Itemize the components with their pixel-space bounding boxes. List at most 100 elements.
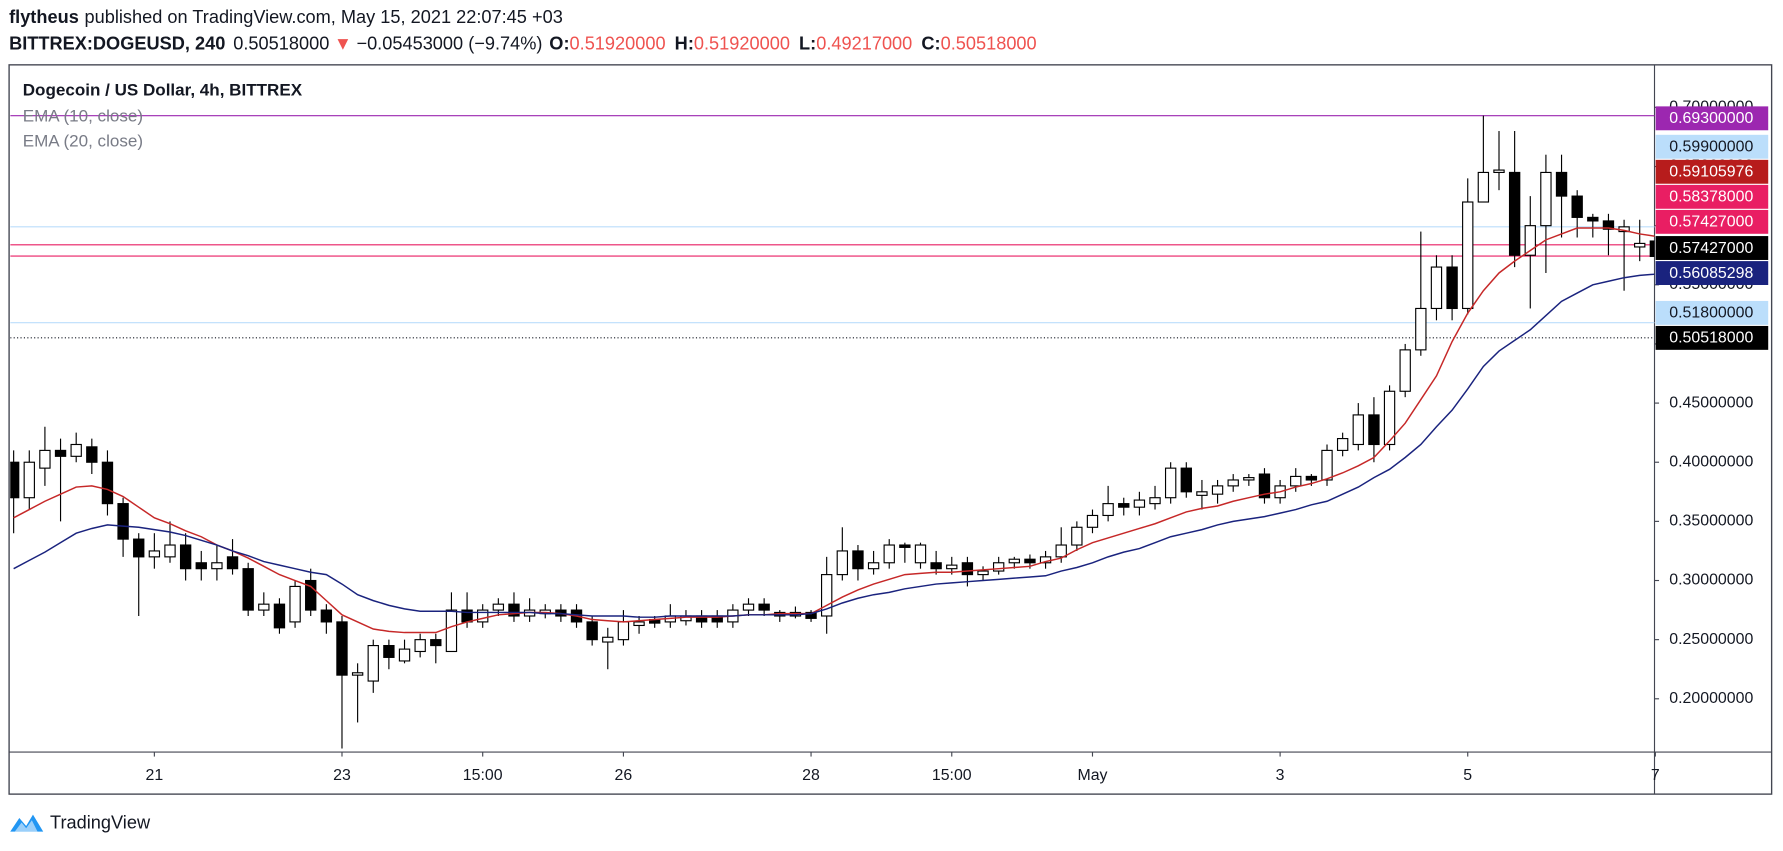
tradingview-logo	[10, 814, 44, 832]
candle-body	[867, 562, 880, 570]
price-tag	[1655, 134, 1769, 159]
candle-body	[1118, 503, 1130, 508]
candle-body	[242, 568, 254, 611]
ohlc-value: 0.49217000	[816, 33, 912, 53]
candle-body	[383, 644, 395, 658]
price-tag-label: 0.51800000	[1669, 305, 1753, 322]
x-tick-label: 15:00	[463, 767, 503, 784]
candle-body	[1415, 307, 1427, 351]
price-tag-label: 0.58378000	[1669, 189, 1753, 206]
price-tag	[1655, 325, 1769, 350]
candle-body	[930, 562, 942, 570]
candle-body	[805, 611, 817, 619]
price-tag	[1655, 300, 1769, 325]
candle-body	[977, 570, 989, 576]
candle-body	[1336, 438, 1349, 451]
x-tick-label: 23	[333, 767, 351, 784]
candle-body	[758, 603, 770, 611]
candle-body	[1508, 171, 1521, 256]
candle-body	[1243, 477, 1255, 481]
x-tick-label: 3	[1276, 767, 1285, 784]
plot-area	[10, 115, 1655, 749]
candle-body	[1321, 449, 1333, 481]
ohlc-key: H:	[675, 33, 694, 53]
candle-body	[258, 603, 270, 611]
ohlc-key: C:	[921, 33, 940, 53]
price-tag-label: 0.56085298	[1669, 265, 1753, 282]
candle-body	[1477, 171, 1490, 203]
candle-body	[1524, 225, 1536, 256]
candle-body	[899, 544, 911, 548]
candle-body	[1008, 558, 1020, 564]
candle-body	[1540, 171, 1552, 227]
candle-body	[633, 621, 645, 627]
price-tag-label: 0.59105976	[1669, 164, 1753, 181]
candle-body	[883, 544, 895, 564]
candle-body	[1383, 390, 1396, 446]
ema-line	[13, 227, 1655, 634]
candle-body	[1305, 475, 1318, 481]
symbol: BITTREX:DOGEUSD, 240	[9, 33, 225, 53]
candle-body	[133, 538, 145, 558]
ohlc-value: 0.51920000	[570, 33, 666, 53]
candle-body	[23, 461, 35, 499]
price-tag-label: 0.57427000	[1669, 240, 1753, 257]
candle-body	[1368, 414, 1380, 446]
candle-body	[273, 603, 286, 629]
ohlc-value: 0.51920000	[694, 33, 790, 53]
candle-body	[1180, 467, 1192, 493]
legend-title: Dogecoin / US Dollar, 4h, BITTREX	[23, 81, 303, 100]
candle-body	[289, 585, 301, 623]
candle-body	[336, 621, 348, 676]
candle-body	[70, 443, 82, 457]
x-tick-label: 26	[615, 767, 633, 784]
x-tick-label: 5	[1463, 767, 1472, 784]
candle-body	[414, 639, 426, 653]
y-tick-label: 0.30000000	[1669, 572, 1753, 589]
candle-body	[1211, 485, 1224, 495]
candle-body	[39, 449, 51, 469]
price-tag	[1655, 106, 1769, 131]
candle-body	[1446, 266, 1458, 310]
published: published on TradingView.com, May 15, 20…	[84, 7, 562, 27]
candle-body	[445, 609, 458, 653]
legend-ema20: EMA (20, close)	[23, 132, 143, 151]
candle-body	[992, 562, 1005, 572]
candle-body	[836, 550, 849, 576]
symbol-line: BITTREX:DOGEUSD, 240 0.50518000 ▼ −0.054530…	[9, 33, 1037, 53]
candle-body	[602, 636, 614, 643]
candle-body	[1649, 240, 1655, 257]
price-tag-label: 0.59900000	[1669, 139, 1753, 156]
candle-body	[10, 461, 20, 499]
author: flytheus	[9, 7, 79, 27]
axes: 0.20000000 0.25000000 0.30000000 0.35000000…	[146, 99, 1769, 784]
candle-body	[852, 550, 864, 570]
candle-body	[367, 644, 379, 682]
candle-body	[117, 503, 129, 540]
candle-body	[1024, 558, 1036, 564]
candle-body	[1102, 503, 1114, 517]
candle-body	[492, 603, 505, 611]
candle-body	[1133, 499, 1146, 508]
candle-body	[179, 544, 192, 570]
candle-body	[1227, 479, 1239, 487]
candle-body	[1634, 242, 1646, 248]
candle-body	[1399, 349, 1411, 392]
x-tick-label: 21	[146, 767, 164, 784]
ohlc-value: 0.50518000	[941, 33, 1037, 53]
candle-body	[226, 556, 239, 570]
candle-body	[398, 648, 411, 662]
legend-ema10: EMA (10, close)	[23, 107, 143, 126]
candle-body	[477, 609, 489, 623]
candle-body	[1196, 491, 1208, 496]
candle-body	[148, 550, 161, 558]
price-tag	[1655, 236, 1769, 260]
candle-body	[320, 609, 333, 623]
candle-body	[1602, 220, 1615, 230]
candle-body	[586, 621, 598, 641]
candle-body	[195, 562, 207, 570]
ohlc-key: L:	[799, 33, 816, 53]
